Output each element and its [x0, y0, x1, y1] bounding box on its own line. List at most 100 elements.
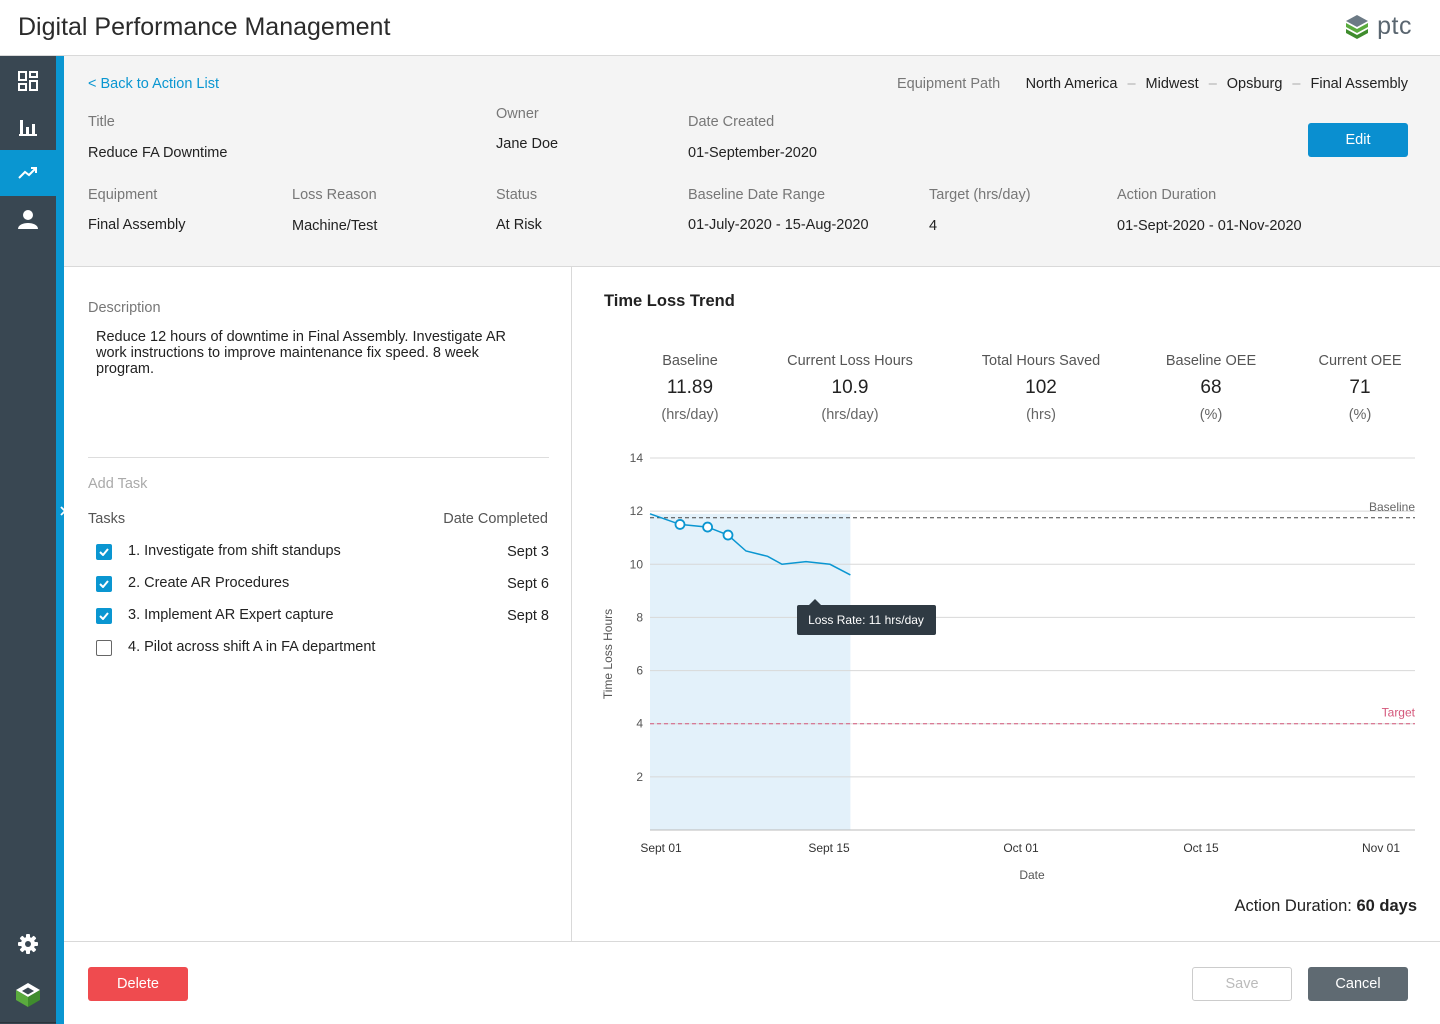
task-date: Sept 6 [507, 576, 549, 592]
tooltip-box [797, 605, 936, 635]
top-bar: Digital Performance Management ptc [0, 0, 1440, 56]
save-button[interactable]: Save [1192, 967, 1292, 1001]
y-tick-label: 6 [636, 664, 643, 678]
stat-value: 68 [1200, 377, 1222, 398]
data-point-marker [722, 529, 734, 541]
action-duration-value: 01-Sept-2020 - 01-Nov-2020 [1117, 218, 1302, 234]
time-loss-chart: 2 4 6 8 10 12 14 Sept 01 Sept 15 Oct 01 Oct 15 Nov … [601, 451, 1416, 882]
reference-label-baseline: Baseline [1369, 500, 1415, 514]
baseline-date-range-value: 01-July-2020 - 15-Aug-2020 [688, 217, 869, 233]
sidebar [0, 56, 56, 1024]
date-created-label: Date Created [688, 114, 775, 130]
task-checkbox[interactable] [96, 576, 112, 592]
sidebar-item-analytics[interactable] [0, 104, 56, 150]
stat-current-oee: Current OEE 71 (%) [1275, 353, 1440, 423]
owner-label: Owner [496, 106, 539, 122]
sidebar-divider [0, 1022, 56, 1023]
y-tick-label: 10 [630, 557, 644, 571]
chart-title: Time Loss Trend [604, 292, 735, 310]
status-value: At Risk [496, 217, 542, 233]
y-axis-label: Time Loss Hours [601, 609, 615, 699]
task-checkbox[interactable] [96, 640, 112, 656]
task-label: 4. Pilot across shift A in FA department [128, 639, 376, 655]
title-label: Title [88, 114, 115, 130]
action-info-panel: < Back to Action List Equipment Path Nor… [64, 56, 1440, 267]
checkmark-icon [99, 548, 109, 556]
description-text: Reduce 12 hours of downtime in Final Ass… [96, 329, 506, 377]
time-loss-trend-panel: Time Loss Trend Baseline 11.89 (hrs/day)… [573, 267, 1440, 941]
stat-label: Total Hours Saved [981, 353, 1101, 369]
description-tasks-panel: Description Reduce 12 hours of downtime … [64, 267, 572, 941]
stat-current-loss-hours: Current Loss Hours 10.9 (hrs/day) [765, 353, 935, 423]
trending-up-icon [18, 167, 37, 179]
path-segment[interactable]: Final Assembly [1310, 76, 1408, 92]
sidebar-item-dashboard[interactable] [0, 58, 56, 104]
app-title: Digital Performance Management [18, 13, 391, 41]
delete-button[interactable]: Delete [88, 967, 188, 1001]
sidebar-item-users[interactable] [0, 196, 56, 242]
baseline-date-range-label: Baseline Date Range [688, 187, 826, 203]
data-point-marker [674, 519, 686, 530]
x-tick-label: Oct 15 [1183, 841, 1219, 855]
x-tick-label: Sept 01 [640, 841, 682, 855]
loss-reason-value: Machine/Test [292, 218, 378, 234]
user-icon [18, 210, 38, 229]
task-row: 2. Create AR Procedures Sept 6 [96, 574, 549, 594]
y-tick-label: 8 [636, 610, 643, 624]
stat-value: 11.89 [666, 377, 714, 398]
ptc-logo: ptc [1343, 12, 1412, 41]
thingworx-logo-icon [16, 983, 40, 1007]
ptc-logo-icon [1346, 14, 1369, 39]
task-date: Sept 8 [507, 608, 549, 624]
sidebar-item-settings[interactable] [0, 921, 56, 967]
path-segment[interactable]: Midwest [1145, 76, 1199, 92]
owner-value: Jane Doe [496, 136, 559, 152]
sidebar-item-thingworx[interactable] [0, 972, 56, 1018]
action-duration-label: Action Duration [1117, 187, 1217, 203]
loss-reason-label: Loss Reason [292, 187, 377, 203]
task-date: Sept 3 [507, 544, 549, 560]
dashboard-icon [18, 71, 38, 91]
add-task-button[interactable]: Add Task [88, 476, 148, 492]
task-checkbox[interactable] [96, 608, 112, 624]
tasks-header: Tasks [88, 511, 126, 527]
x-axis-label: Date [1019, 868, 1045, 882]
cancel-button[interactable]: Cancel [1308, 967, 1408, 1001]
stat-value: 102 [1025, 377, 1057, 398]
status-label: Status [496, 187, 538, 203]
checkmark-icon [99, 612, 109, 620]
bar-chart-icon [19, 120, 37, 136]
date-completed-header: Date Completed [443, 511, 548, 527]
action-duration-prefix: Action Duration: [1234, 897, 1357, 915]
target-value: 4 [929, 218, 938, 234]
tooltip-pointer [809, 599, 821, 605]
task-label: 3. Implement AR Expert capture [128, 607, 334, 623]
stat-unit: (hrs) [1026, 407, 1056, 423]
task-label: 2. Create AR Procedures [128, 575, 290, 591]
y-tick-label: 12 [630, 504, 644, 518]
equipment-path: North America – Midwest – Opsburg – Fina… [1026, 76, 1408, 92]
back-to-action-list-link[interactable]: < Back to Action List [88, 76, 219, 92]
path-segment[interactable]: North America [1025, 76, 1118, 92]
stat-value: 71 [1349, 377, 1371, 398]
path-separator: – [1127, 76, 1136, 92]
data-point-marker [702, 521, 714, 533]
ptc-logo-text: ptc [1377, 12, 1412, 40]
sidebar-item-trends[interactable] [0, 150, 56, 196]
task-label: 1. Investigate from shift standups [128, 543, 341, 559]
equipment-value: Final Assembly [88, 217, 186, 233]
target-label: Target (hrs/day) [929, 187, 1031, 203]
task-row: 4. Pilot across shift A in FA department [96, 638, 549, 658]
checkmark-icon [99, 580, 109, 588]
action-duration-days: 60 days [1356, 897, 1417, 915]
path-separator: – [1292, 76, 1301, 92]
y-tick-label: 14 [630, 451, 644, 465]
footer-actions: Delete Save Cancel [64, 941, 1440, 1024]
task-checkbox[interactable] [96, 544, 112, 560]
path-segment[interactable]: Opsburg [1226, 76, 1283, 92]
stat-baseline: Baseline 11.89 (hrs/day) [605, 353, 775, 423]
edit-button[interactable]: Edit [1308, 123, 1408, 157]
stat-label: Current Loss Hours [787, 353, 913, 369]
stat-label: Current OEE [1318, 353, 1402, 369]
stat-label: Baseline OEE [1165, 353, 1257, 369]
